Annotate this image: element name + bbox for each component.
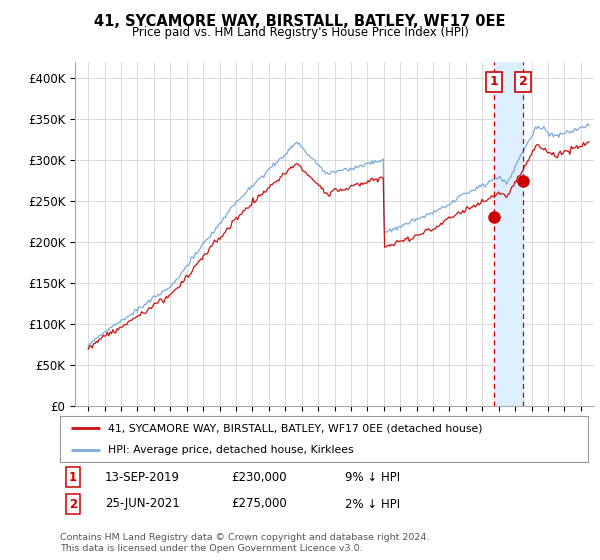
- Text: 1: 1: [69, 470, 77, 484]
- Text: 41, SYCAMORE WAY, BIRSTALL, BATLEY, WF17 0EE: 41, SYCAMORE WAY, BIRSTALL, BATLEY, WF17…: [94, 14, 506, 29]
- Text: 2% ↓ HPI: 2% ↓ HPI: [345, 497, 400, 511]
- Text: £230,000: £230,000: [231, 470, 287, 484]
- Text: 1: 1: [490, 76, 499, 88]
- Text: Price paid vs. HM Land Registry's House Price Index (HPI): Price paid vs. HM Land Registry's House …: [131, 26, 469, 39]
- Text: 25-JUN-2021: 25-JUN-2021: [105, 497, 180, 511]
- Bar: [494, 62, 523, 406]
- Text: 13-SEP-2019: 13-SEP-2019: [105, 470, 180, 484]
- Text: 2: 2: [518, 76, 527, 88]
- Text: £275,000: £275,000: [231, 497, 287, 511]
- Text: 2: 2: [69, 497, 77, 511]
- Text: Contains HM Land Registry data © Crown copyright and database right 2024.
This d: Contains HM Land Registry data © Crown c…: [60, 533, 430, 553]
- Text: 9% ↓ HPI: 9% ↓ HPI: [345, 470, 400, 484]
- Text: HPI: Average price, detached house, Kirklees: HPI: Average price, detached house, Kirk…: [107, 445, 353, 455]
- Text: 41, SYCAMORE WAY, BIRSTALL, BATLEY, WF17 0EE (detached house): 41, SYCAMORE WAY, BIRSTALL, BATLEY, WF17…: [107, 423, 482, 433]
